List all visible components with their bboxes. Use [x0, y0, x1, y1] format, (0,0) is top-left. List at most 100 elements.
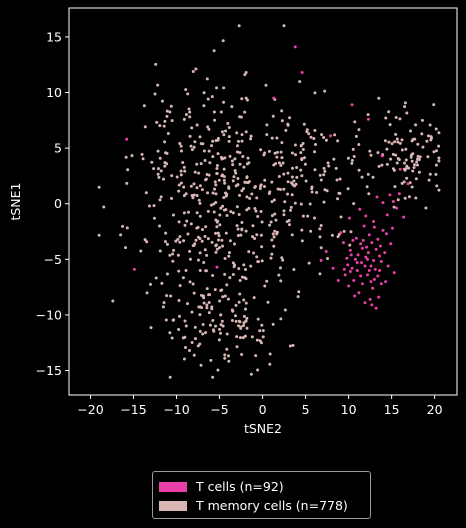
data-point-t-memory-cell [397, 158, 401, 162]
data-point-t-memory-cell [155, 120, 159, 124]
data-point-t-memory-cell [282, 172, 286, 176]
data-point-t-memory-cell [213, 288, 217, 292]
data-point-t-memory-cell [304, 179, 308, 183]
x-tick-label: −20 [77, 402, 103, 417]
data-point-t-cell [352, 278, 356, 282]
data-point-t-memory-cell [410, 159, 414, 163]
data-point-t-memory-cell [171, 252, 175, 256]
data-point-t-memory-cell [301, 214, 305, 218]
x-tick-label: 5 [302, 402, 310, 417]
data-point-t-memory-cell [200, 239, 204, 243]
data-point-t-memory-cell [240, 227, 244, 231]
data-point-t-memory-cell [215, 86, 219, 90]
data-point-t-cell [362, 224, 366, 228]
data-point-t-memory-cell [402, 180, 406, 184]
data-point-t-memory-cell [220, 130, 224, 134]
data-point-t-memory-cell [275, 136, 279, 140]
data-point-t-memory-cell [170, 174, 174, 178]
data-point-t-memory-cell [143, 238, 147, 242]
data-point-t-memory-cell [199, 363, 203, 367]
data-point-t-memory-cell [292, 184, 296, 188]
data-point-t-cell [319, 258, 323, 262]
data-point-t-memory-cell [270, 214, 274, 218]
data-point-t-memory-cell [342, 229, 346, 233]
data-point-t-memory-cell [219, 323, 223, 327]
data-point-t-memory-cell [234, 303, 238, 307]
legend-label-t-memory-cells: T memory cells (n=778) [196, 498, 348, 513]
data-point-t-memory-cell [367, 192, 371, 196]
data-point-t-memory-cell [191, 196, 195, 200]
data-point-t-memory-cell [187, 107, 191, 111]
data-point-t-memory-cell [437, 159, 441, 163]
data-point-t-memory-cell [306, 214, 310, 218]
data-point-t-memory-cell [269, 256, 273, 260]
data-point-t-memory-cell [207, 300, 211, 304]
data-point-t-memory-cell [235, 150, 239, 154]
data-point-t-memory-cell [434, 127, 438, 131]
data-point-t-cell [355, 261, 359, 265]
data-point-t-memory-cell [319, 178, 323, 182]
data-point-t-memory-cell [327, 164, 331, 168]
data-point-t-memory-cell [357, 168, 361, 172]
data-point-t-memory-cell [241, 324, 245, 328]
data-point-t-memory-cell [214, 324, 218, 328]
data-point-t-memory-cell [233, 169, 237, 173]
data-point-t-memory-cell [208, 323, 212, 327]
data-point-t-memory-cell [205, 306, 209, 310]
data-point-t-memory-cell [240, 353, 244, 357]
data-point-t-memory-cell [227, 251, 231, 255]
data-point-t-memory-cell [255, 233, 259, 237]
data-point-t-memory-cell [277, 161, 281, 165]
data-point-t-memory-cell [130, 154, 134, 158]
data-point-t-cell [366, 257, 370, 261]
data-point-t-cell [272, 96, 276, 100]
data-point-t-memory-cell [318, 235, 322, 239]
data-point-t-memory-cell [202, 149, 206, 153]
data-point-t-memory-cell [215, 163, 219, 167]
data-point-t-memory-cell [242, 263, 246, 267]
data-point-t-memory-cell [282, 24, 286, 28]
data-point-t-memory-cell [414, 177, 418, 181]
data-point-t-memory-cell [435, 149, 439, 153]
data-point-t-memory-cell [432, 103, 436, 107]
data-point-t-memory-cell [244, 70, 248, 74]
data-point-t-memory-cell [206, 97, 210, 101]
data-point-t-memory-cell [421, 145, 425, 149]
data-point-t-memory-cell [411, 169, 415, 173]
data-point-t-memory-cell [235, 205, 239, 209]
data-point-t-memory-cell [424, 206, 428, 210]
data-point-t-memory-cell [170, 336, 174, 340]
data-point-t-memory-cell [184, 268, 188, 272]
data-point-t-memory-cell [352, 155, 356, 159]
data-point-t-memory-cell [396, 198, 400, 202]
data-point-t-cell [372, 225, 376, 229]
data-point-t-memory-cell [209, 358, 213, 362]
data-point-t-memory-cell [215, 247, 219, 251]
data-point-t-memory-cell [196, 344, 200, 348]
data-point-t-memory-cell [285, 220, 289, 224]
legend-item-t-cells: T cells (n=92) [159, 477, 364, 496]
data-point-t-memory-cell [205, 253, 209, 257]
data-point-t-memory-cell [264, 83, 268, 87]
data-point-t-memory-cell [270, 238, 274, 242]
data-point-t-memory-cell [214, 139, 218, 143]
data-point-t-memory-cell [219, 110, 223, 114]
data-point-t-memory-cell [385, 162, 389, 166]
data-point-t-memory-cell [283, 308, 287, 312]
data-point-t-memory-cell [262, 185, 266, 189]
data-point-t-memory-cell [299, 168, 303, 172]
data-point-t-cell [348, 248, 352, 252]
data-point-t-memory-cell [412, 166, 416, 170]
data-point-t-memory-cell [195, 193, 199, 197]
data-point-t-cell [363, 301, 367, 305]
data-point-t-memory-cell [267, 191, 271, 195]
data-point-t-memory-cell [204, 225, 208, 229]
data-point-t-memory-cell [158, 249, 162, 253]
data-point-t-memory-cell [198, 251, 202, 255]
data-point-t-memory-cell [350, 158, 354, 162]
data-point-t-memory-cell [271, 114, 275, 118]
data-point-t-memory-cell [188, 110, 192, 114]
data-point-t-memory-cell [161, 305, 165, 309]
data-point-t-memory-cell [190, 126, 194, 130]
y-tick-label: 5 [54, 141, 62, 156]
